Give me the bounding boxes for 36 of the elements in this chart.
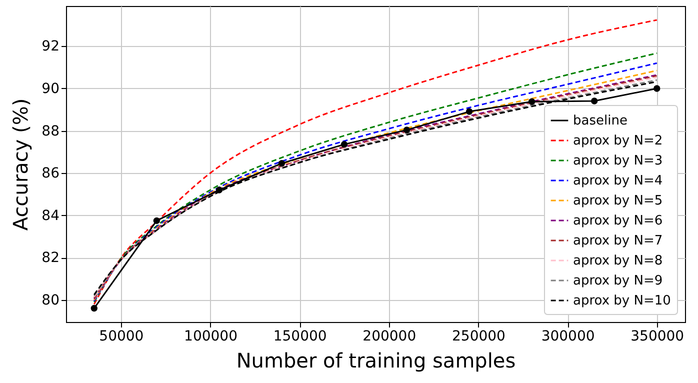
x-tick-label: 100000: [184, 328, 238, 344]
legend-label: aprox by N=5: [573, 194, 663, 208]
y-tick-label: 92: [42, 38, 60, 55]
point: [278, 160, 286, 167]
x-tick-label: 250000: [452, 328, 506, 344]
y-axis-title: Accuracy (%): [8, 98, 33, 231]
y-tick-label: 90: [42, 80, 60, 97]
legend-label: aprox by N=8: [573, 254, 663, 268]
x-tick-label: 150000: [273, 328, 327, 344]
y-tick-label: 88: [42, 123, 60, 140]
legend-label: aprox by N=9: [573, 274, 663, 288]
point: [590, 98, 598, 104]
x-axis-title: Number of training samples: [236, 348, 516, 372]
point: [216, 186, 223, 194]
x-tick-label: 50000: [99, 328, 144, 344]
x-tick-label: 300000: [541, 328, 595, 344]
point: [466, 108, 473, 115]
point: [90, 304, 98, 312]
legend-label: aprox by N=6: [573, 214, 663, 228]
legend-label: aprox by N=7: [573, 234, 663, 248]
point: [403, 126, 410, 134]
legend-label: baseline: [573, 114, 628, 128]
legend-label: aprox by N=10: [573, 294, 671, 308]
y-tick-label: 80: [42, 292, 60, 309]
legend-label: aprox by N=4: [573, 174, 663, 188]
legend-label: aprox by N=3: [573, 154, 663, 168]
point: [340, 140, 348, 148]
point: [153, 217, 160, 224]
point: [654, 85, 660, 92]
y-tick-label: 86: [42, 166, 60, 182]
legend-label: aprox by N=2: [573, 134, 663, 148]
x-tick-label: 350000: [630, 328, 684, 344]
point: [528, 98, 536, 105]
y-tick-label: 84: [42, 208, 60, 224]
y-tick-label: 82: [42, 250, 60, 266]
x-tick-label: 200000: [362, 328, 416, 344]
